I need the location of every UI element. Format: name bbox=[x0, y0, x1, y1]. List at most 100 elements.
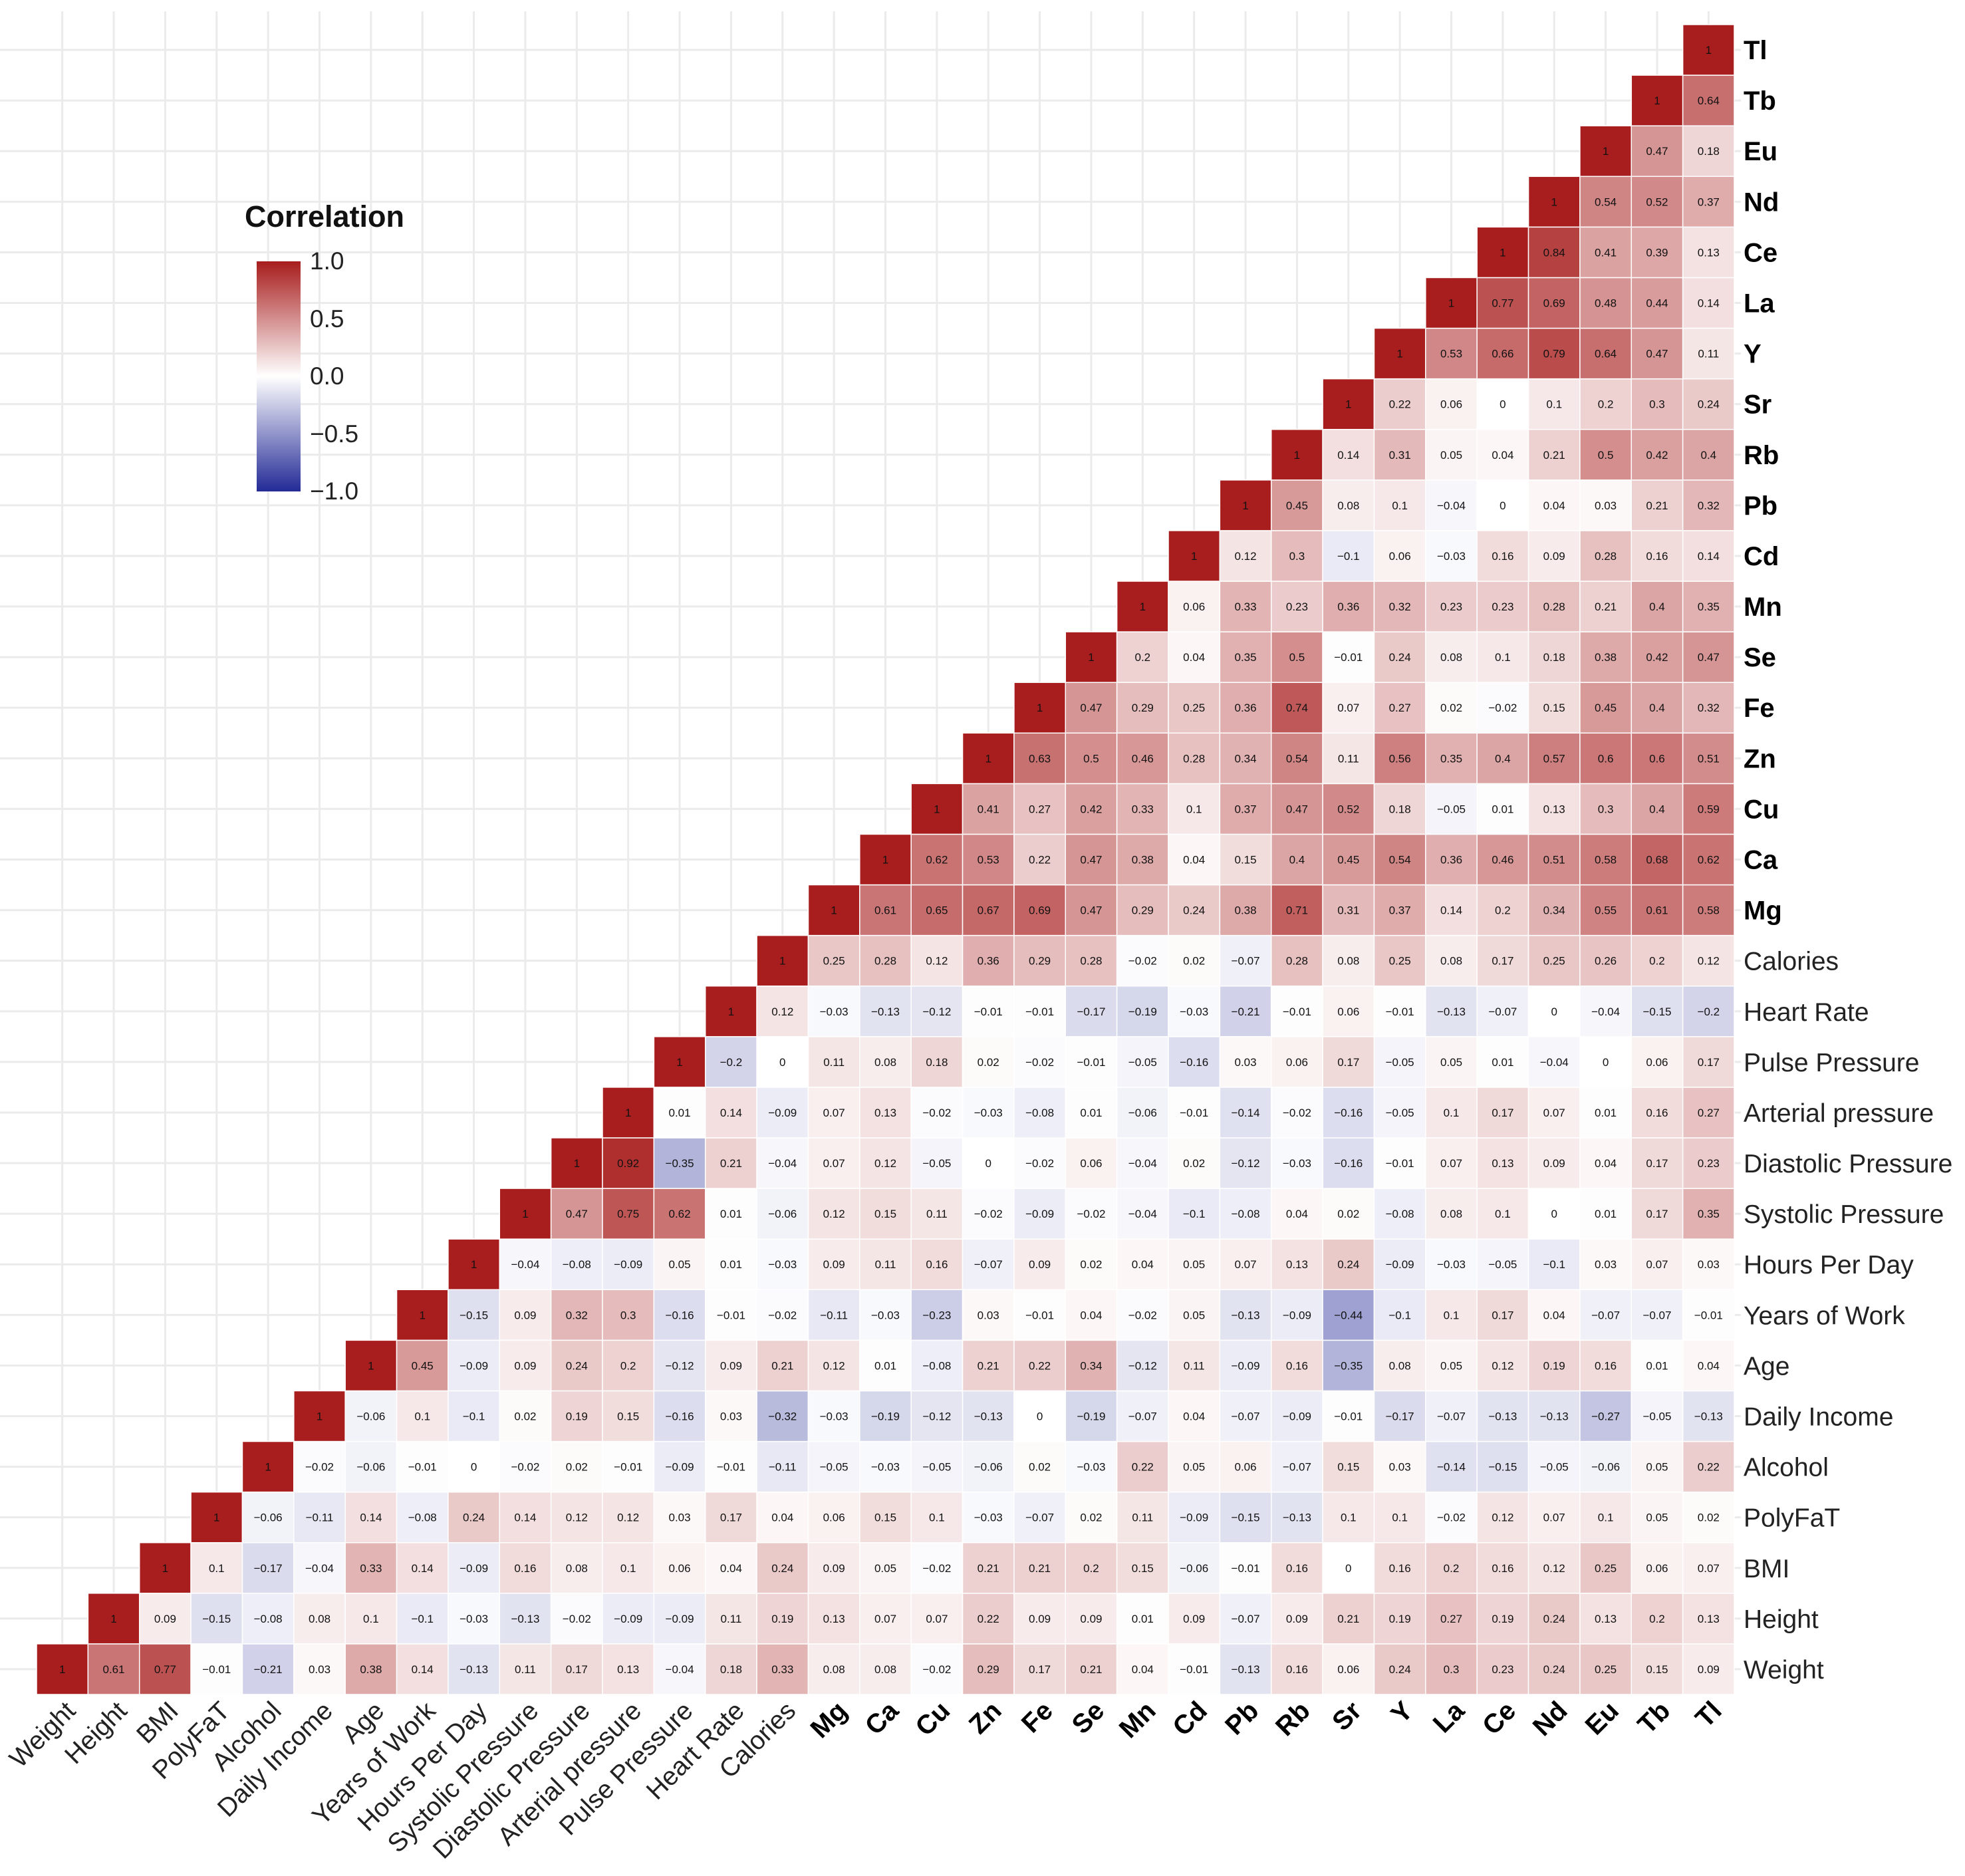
heatmap-cell bbox=[1373, 631, 1426, 683]
heatmap-cell bbox=[1168, 530, 1221, 582]
heatmap-cell bbox=[1373, 1541, 1426, 1594]
cell-value-label: 0.18 bbox=[1389, 803, 1411, 815]
cell-value-label: 1 bbox=[625, 1107, 631, 1119]
heatmap-cell bbox=[1579, 682, 1633, 734]
heatmap-cell bbox=[1270, 934, 1323, 987]
cell-value-label: −0.15 bbox=[202, 1613, 231, 1625]
cell-value-label: 0.32 bbox=[1389, 601, 1411, 613]
heatmap-cell bbox=[1270, 530, 1323, 582]
heatmap-cell bbox=[1013, 985, 1067, 1037]
heatmap-cell bbox=[1579, 1137, 1633, 1189]
heatmap-cell bbox=[1373, 1289, 1426, 1341]
heatmap-cell bbox=[756, 1036, 809, 1088]
cell-value-label: 0.47 bbox=[1080, 854, 1102, 867]
cell-value-label: 1 bbox=[728, 1005, 734, 1018]
x-axis-label: Se bbox=[1067, 1696, 1111, 1740]
x-axis-label: Eu bbox=[1580, 1696, 1625, 1740]
heatmap-cell bbox=[1579, 125, 1633, 178]
x-axis-label: Mg bbox=[805, 1696, 853, 1744]
cell-value-label: 0.22 bbox=[1389, 398, 1411, 411]
heatmap-cell bbox=[1065, 682, 1118, 734]
heatmap-cell bbox=[1476, 682, 1529, 734]
heatmap-cell bbox=[87, 1593, 140, 1645]
cell-value-label: 0.37 bbox=[1234, 803, 1256, 815]
cell-value-label: 0.04 bbox=[1492, 449, 1513, 462]
cell-value-label: −0.04 bbox=[768, 1157, 797, 1170]
heatmap-cell bbox=[807, 1491, 860, 1543]
cell-value-label: 0.12 bbox=[926, 955, 948, 968]
heatmap-cell bbox=[1527, 1087, 1581, 1139]
cell-value-label: −0.01 bbox=[1180, 1107, 1208, 1119]
heatmap-cell bbox=[1322, 1593, 1375, 1645]
heatmap-cell bbox=[1373, 1036, 1426, 1088]
heatmap-cell bbox=[602, 1137, 655, 1189]
cell-value-label: 0.3 bbox=[1289, 550, 1305, 563]
heatmap-cell bbox=[1631, 530, 1684, 582]
cell-value-label: 0.09 bbox=[1183, 1613, 1205, 1625]
cell-value-label: 0.06 bbox=[1646, 1562, 1668, 1575]
cell-value-label: −0.16 bbox=[1180, 1056, 1208, 1069]
heatmap-cell bbox=[1168, 1137, 1221, 1189]
heatmap-cell bbox=[653, 1339, 706, 1392]
heatmap-cell bbox=[756, 1541, 809, 1594]
heatmap-cell bbox=[962, 1491, 1015, 1543]
cell-value-label: 0.05 bbox=[668, 1258, 690, 1271]
cell-value-label: 0.17 bbox=[1492, 955, 1513, 968]
heatmap-cell bbox=[962, 1440, 1015, 1493]
cell-value-label: 0.32 bbox=[1698, 702, 1720, 714]
heatmap-cell bbox=[859, 985, 912, 1037]
cell-value-label: 0.04 bbox=[720, 1562, 742, 1575]
heatmap-cell bbox=[1682, 682, 1735, 734]
cell-value-label: 0.19 bbox=[1492, 1613, 1513, 1625]
cell-value-label: −0.01 bbox=[717, 1461, 745, 1474]
cell-value-label: −0.1 bbox=[1543, 1258, 1565, 1271]
heatmap-cell bbox=[1425, 378, 1478, 430]
cell-value-label: −0.04 bbox=[1540, 1056, 1569, 1069]
x-axis-label: Cd bbox=[1167, 1696, 1213, 1742]
cell-value-label: 0.18 bbox=[1543, 651, 1565, 664]
cell-value-label: 0.13 bbox=[1698, 1613, 1720, 1625]
heatmap-cell bbox=[1527, 783, 1581, 835]
cell-value-label: 0.08 bbox=[1440, 955, 1462, 968]
cell-value-label: 0.02 bbox=[1440, 702, 1462, 714]
heatmap-cell bbox=[962, 783, 1015, 835]
heatmap-cell bbox=[1425, 1036, 1478, 1088]
heatmap-cell bbox=[704, 1491, 757, 1543]
cell-value-label: −0.09 bbox=[666, 1461, 694, 1474]
cell-value-label: 0.21 bbox=[771, 1359, 793, 1372]
cell-value-label: 0.25 bbox=[1543, 955, 1565, 968]
heatmap-cell bbox=[1168, 1036, 1221, 1088]
heatmap-cell bbox=[756, 1238, 809, 1291]
cell-value-label: 0.13 bbox=[1543, 803, 1565, 815]
heatmap-cell bbox=[241, 1440, 295, 1493]
cell-value-label: 0.14 bbox=[360, 1512, 382, 1524]
cell-value-label: −0.03 bbox=[871, 1309, 900, 1321]
cell-value-label: −0.14 bbox=[1232, 1107, 1260, 1119]
heatmap-cell bbox=[1219, 1087, 1272, 1139]
cell-value-label: −0.04 bbox=[1128, 1157, 1157, 1170]
cell-value-label: 1 bbox=[265, 1461, 271, 1474]
heatmap-cell bbox=[1219, 479, 1272, 531]
cell-value-label: −0.04 bbox=[1128, 1208, 1157, 1220]
cell-value-label: −0.01 bbox=[614, 1461, 642, 1474]
cell-value-label: 0.08 bbox=[309, 1613, 330, 1625]
heatmap-cell bbox=[1682, 833, 1735, 886]
cell-value-label: −0.07 bbox=[1232, 955, 1260, 968]
heatmap-cell bbox=[1682, 934, 1735, 987]
cell-value-label: −0.11 bbox=[769, 1461, 797, 1474]
heatmap-cell bbox=[1322, 1390, 1375, 1442]
cell-value-label: −0.05 bbox=[1386, 1107, 1414, 1119]
cell-value-label: 0 bbox=[1551, 1005, 1557, 1018]
cell-value-label: 0.09 bbox=[1543, 1157, 1565, 1170]
heatmap-cell bbox=[1116, 1593, 1169, 1645]
cell-value-label: 0.16 bbox=[926, 1258, 948, 1271]
cell-value-label: −0.16 bbox=[1334, 1107, 1363, 1119]
cell-value-label: 0.17 bbox=[1646, 1157, 1668, 1170]
cell-value-label: 0.02 bbox=[1337, 1208, 1359, 1220]
cell-value-label: −0.19 bbox=[1077, 1410, 1105, 1423]
cell-value-label: 0 bbox=[1500, 499, 1506, 512]
cell-value-label: −0.23 bbox=[922, 1309, 951, 1321]
cell-value-label: 0.2 bbox=[1495, 904, 1511, 917]
heatmap-cell bbox=[1322, 985, 1375, 1037]
cell-value-label: 0.23 bbox=[1440, 601, 1462, 613]
